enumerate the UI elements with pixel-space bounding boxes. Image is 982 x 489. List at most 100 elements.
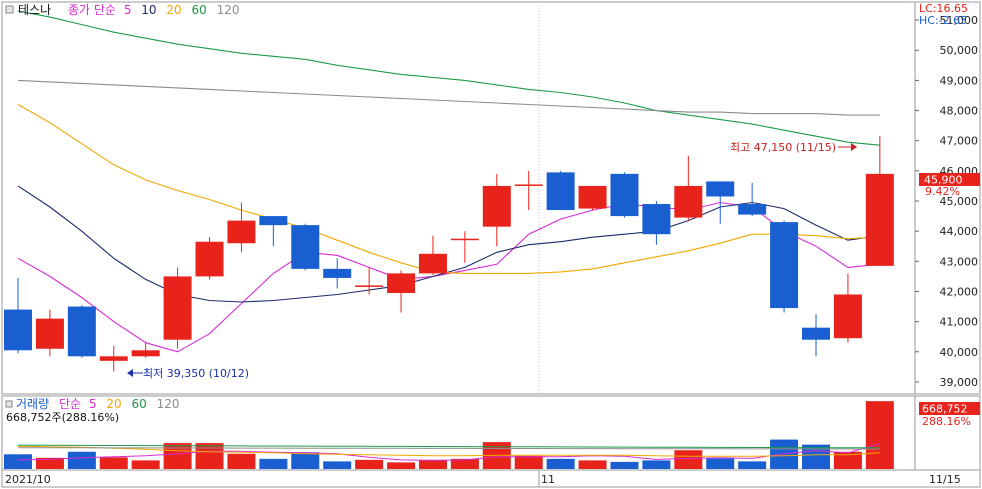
candle — [259, 216, 288, 247]
candle-body — [865, 173, 894, 266]
ma-line-20 — [17, 104, 880, 274]
ytick-label: 40,000 — [940, 346, 979, 359]
ytick-label: 44,000 — [940, 225, 979, 238]
ytick-label: 41,000 — [940, 316, 979, 329]
volume-bar — [323, 461, 352, 469]
candle — [738, 182, 767, 217]
ticker-label[interactable]: 테스나 — [18, 3, 51, 17]
candle-body — [131, 350, 160, 357]
candle-body — [546, 172, 575, 211]
vol-legend-ma5: 5 — [89, 397, 97, 411]
price-axis-area — [914, 1, 981, 395]
candle — [706, 181, 735, 224]
volume-summary: 668,752주(288.16%) — [6, 411, 119, 424]
volume-bar — [642, 460, 671, 469]
candle — [578, 185, 607, 211]
x-label-start: 2021/10 — [5, 473, 51, 486]
ytick-label: 42,000 — [940, 285, 979, 298]
candle — [227, 202, 256, 253]
candle — [482, 173, 511, 247]
x-axis-area — [1, 469, 981, 488]
volume-bar — [67, 451, 96, 469]
price-panel-frame — [1, 1, 916, 395]
candle — [355, 267, 384, 295]
legend-ma5: 5 — [124, 3, 132, 17]
candle — [770, 220, 799, 313]
volume-bar — [4, 454, 32, 469]
candle-body — [578, 185, 607, 209]
candle — [802, 314, 830, 357]
volume-title: 거래량 — [16, 397, 49, 411]
candle — [387, 270, 416, 313]
candle-body — [833, 294, 862, 339]
volume-bar — [738, 461, 767, 469]
volume-bar — [674, 450, 703, 469]
candle-body — [706, 181, 735, 197]
volume-ma-line-5 — [17, 443, 880, 461]
volume-moving-averages — [17, 443, 880, 461]
price-axis-ticks: 39,000 40,000 41,000 42,000 43,000 44,000 45,0… — [915, 14, 978, 389]
ytick-label: 48,000 — [940, 105, 979, 118]
candle-body — [195, 241, 224, 277]
candle-body — [610, 173, 639, 217]
price-panel-collapse-icon[interactable] — [5, 5, 14, 14]
candle — [865, 136, 894, 266]
candle-body — [514, 184, 543, 186]
current-price-box — [919, 173, 980, 186]
candle-body — [227, 220, 256, 244]
volume-bar — [514, 455, 543, 469]
volume-ma-line-60 — [17, 444, 880, 449]
x-label-nov: 11 — [541, 473, 555, 486]
volume-panel-frame — [1, 395, 916, 471]
ytick-label: 43,000 — [940, 255, 979, 268]
volume-bar — [450, 458, 479, 469]
ytick-label: 47,000 — [940, 135, 979, 148]
candle-body — [642, 204, 671, 235]
candle — [323, 258, 352, 289]
volume-bar — [99, 457, 128, 469]
candle — [418, 235, 447, 275]
candle-body — [259, 216, 288, 226]
candle-body — [674, 185, 703, 218]
vol-legend-ma20: 20 — [106, 397, 121, 411]
volume-bar — [546, 458, 575, 469]
high-arrow-icon — [838, 143, 857, 151]
candle — [514, 170, 543, 211]
ma-line-60 — [17, 10, 880, 146]
candle-body — [355, 285, 384, 287]
candle — [674, 155, 703, 221]
volume-panel-collapse-icon[interactable] — [5, 400, 13, 408]
moving-average-lines — [17, 10, 880, 353]
ma-line-10 — [17, 185, 880, 303]
volume-bar — [131, 460, 160, 469]
ytick-label: 49,000 — [940, 74, 979, 87]
candle-body — [738, 204, 767, 215]
candle — [833, 273, 862, 343]
candle-body — [418, 253, 447, 274]
price-ma-legend-prefix: 종가 단순 — [68, 3, 116, 17]
current-volume-box — [919, 402, 980, 415]
low-annotation: 최저 39,350 (10/12) — [143, 367, 249, 380]
candle-body — [4, 309, 32, 351]
candle-body — [802, 327, 830, 340]
candle — [35, 309, 64, 357]
candle — [195, 237, 224, 280]
volume-bar — [802, 444, 830, 469]
lc-label: LC:16.65 — [919, 2, 968, 15]
candle-body — [67, 306, 96, 357]
volume-ma-line-120 — [17, 447, 880, 450]
volume-bar — [865, 401, 894, 469]
current-volume-label: 668,752 — [922, 403, 968, 416]
current-change-label: 9.42% — [925, 185, 960, 198]
ytick-label: 51,000 — [940, 14, 979, 27]
price-ma-legend: 종가 단순 5 10 20 60 120 — [68, 3, 240, 17]
volume-bar — [578, 460, 607, 469]
candle — [291, 223, 320, 271]
candle-body — [482, 185, 511, 227]
candle — [131, 342, 160, 358]
candle-body — [163, 276, 192, 340]
candle-body — [450, 238, 479, 241]
volume-bar — [418, 459, 447, 469]
ytick-label: 50,000 — [940, 44, 979, 57]
